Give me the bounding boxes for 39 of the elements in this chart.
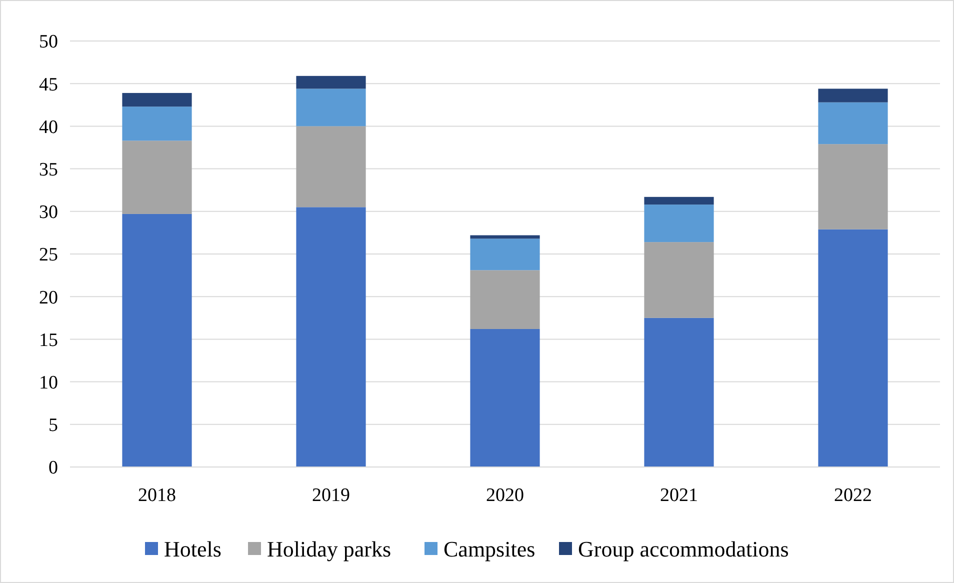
x-tick-label: 2019 (312, 485, 350, 506)
legend-label: Hotels (164, 536, 222, 562)
bar (644, 318, 714, 467)
bar (122, 214, 192, 467)
bar (644, 242, 714, 318)
legend-label: Group accommodations (578, 536, 789, 562)
legend-label: Holiday parks (267, 536, 392, 562)
bar (818, 229, 888, 467)
y-tick-label: 45 (39, 74, 58, 96)
y-tick-label: 0 (48, 458, 58, 479)
bar (296, 207, 366, 467)
x-tick-label: 2020 (486, 485, 524, 506)
bar (644, 204, 714, 242)
y-tick-label: 35 (39, 159, 58, 180)
y-tick-label: 10 (39, 372, 58, 394)
bar (296, 126, 366, 208)
y-tick-label: 20 (39, 287, 58, 308)
bar (818, 144, 888, 230)
y-tick-label: 15 (39, 330, 58, 351)
legend-label: Campsites (444, 536, 536, 562)
y-tick-label: 30 (39, 202, 58, 224)
bar (818, 102, 888, 144)
x-tick-label: 2018 (138, 485, 176, 506)
bar (122, 140, 192, 214)
bar (470, 270, 540, 329)
y-tick-label: 5 (48, 415, 58, 436)
y-tick-label: 25 (39, 244, 58, 266)
bar (470, 238, 540, 270)
bar (470, 328, 540, 467)
bar (122, 92, 192, 107)
y-tick-label: 50 (39, 32, 58, 53)
bar (296, 76, 366, 89)
x-tick-label: 2021 (660, 485, 698, 506)
bar (122, 106, 192, 141)
bar (296, 88, 366, 126)
x-tick-label: 2022 (834, 485, 872, 506)
bar (644, 196, 714, 205)
y-tick-label: 40 (39, 116, 58, 138)
bar (818, 88, 888, 102)
